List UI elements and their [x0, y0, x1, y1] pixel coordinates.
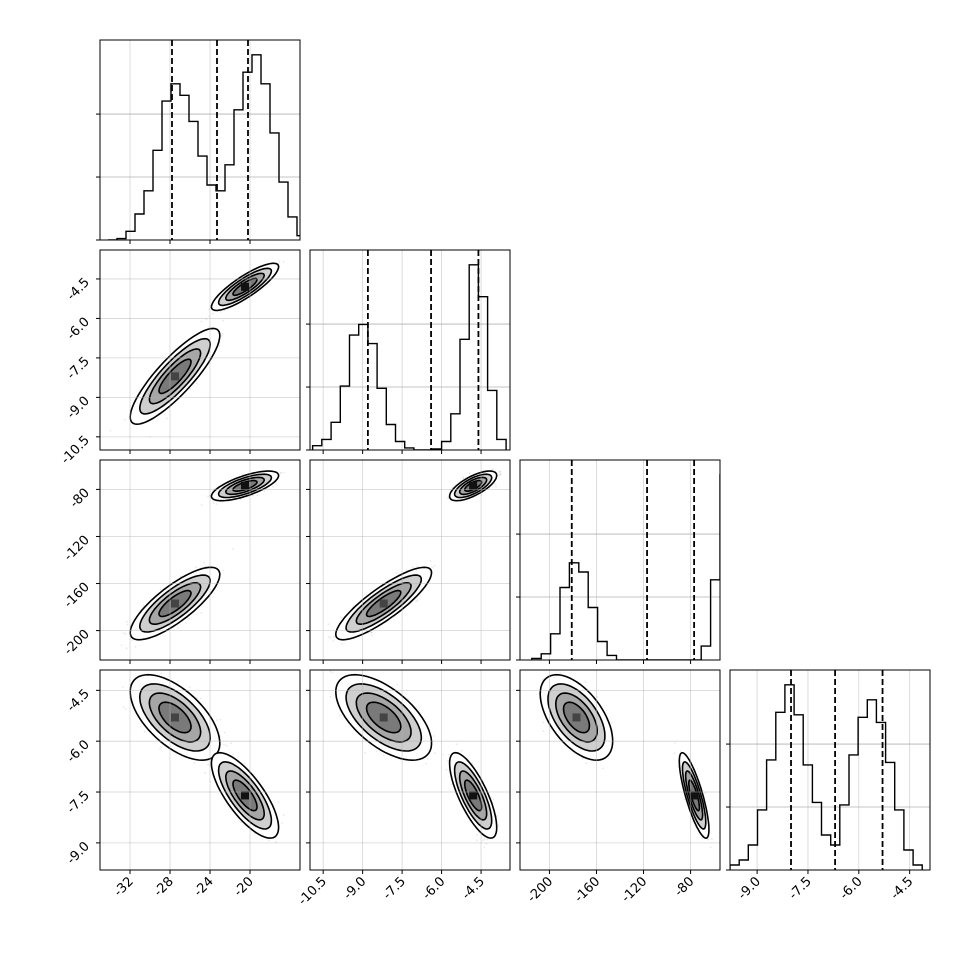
scatter-point — [120, 644, 123, 647]
scatter-point — [207, 495, 210, 498]
scatter-point — [203, 561, 206, 564]
scatter-point — [329, 636, 332, 639]
scatter-point — [411, 566, 414, 569]
scatter-point — [124, 632, 127, 635]
scatter-point — [126, 620, 128, 623]
scatter-point — [222, 569, 225, 572]
scatter-point — [341, 643, 343, 645]
scatter-point — [220, 334, 223, 337]
scatter-point — [134, 646, 137, 648]
scatter-point — [200, 320, 203, 323]
scatter-point — [395, 572, 397, 574]
scatter-point — [124, 418, 126, 421]
scatter-point — [208, 308, 211, 311]
scatter-point — [200, 612, 203, 614]
scatter-point — [159, 588, 162, 591]
scatter-point — [126, 623, 129, 626]
scatter-point — [188, 617, 190, 620]
scatter-point — [232, 548, 234, 550]
scatter-point — [279, 471, 282, 474]
scatter-point — [227, 500, 229, 503]
scatter-point — [415, 600, 418, 603]
scatter-point — [166, 417, 168, 420]
scatter-point — [109, 429, 112, 432]
scatter-point — [195, 566, 198, 569]
scatter-point — [222, 319, 225, 322]
scatter-point — [204, 565, 207, 568]
scatter-point — [177, 627, 180, 629]
scatter-point — [283, 471, 286, 474]
scatter-point — [212, 502, 215, 504]
scatter-point — [256, 494, 259, 497]
scatter-point — [328, 635, 330, 638]
scatter-point — [222, 333, 224, 335]
scatter-point — [200, 503, 203, 506]
scatter-point — [272, 485, 274, 488]
scatter-point — [195, 382, 198, 385]
scatter-point — [122, 632, 125, 634]
scatter-point — [125, 647, 128, 650]
scatter-point — [252, 494, 255, 497]
scatter-point — [332, 636, 335, 638]
scatter-point — [269, 283, 271, 286]
scatter-point — [219, 311, 222, 313]
scatter-point — [340, 616, 342, 619]
scatter-point — [417, 565, 419, 568]
scatter-point — [218, 345, 221, 347]
scatter-point — [215, 503, 218, 505]
scatter-point — [332, 640, 335, 642]
scatter-point — [275, 483, 278, 485]
scatter-point — [142, 604, 145, 607]
scatter-point — [278, 260, 281, 262]
scatter-point — [416, 599, 419, 601]
scatter-point — [263, 490, 266, 493]
scatter-point — [280, 472, 283, 475]
scatter-point — [327, 623, 330, 626]
scatter-point — [239, 498, 242, 501]
scatter-point — [405, 569, 408, 571]
scatter-point — [188, 388, 191, 390]
scatter-point — [282, 261, 285, 263]
scatter-point — [131, 639, 134, 641]
scatter-point — [211, 312, 214, 315]
